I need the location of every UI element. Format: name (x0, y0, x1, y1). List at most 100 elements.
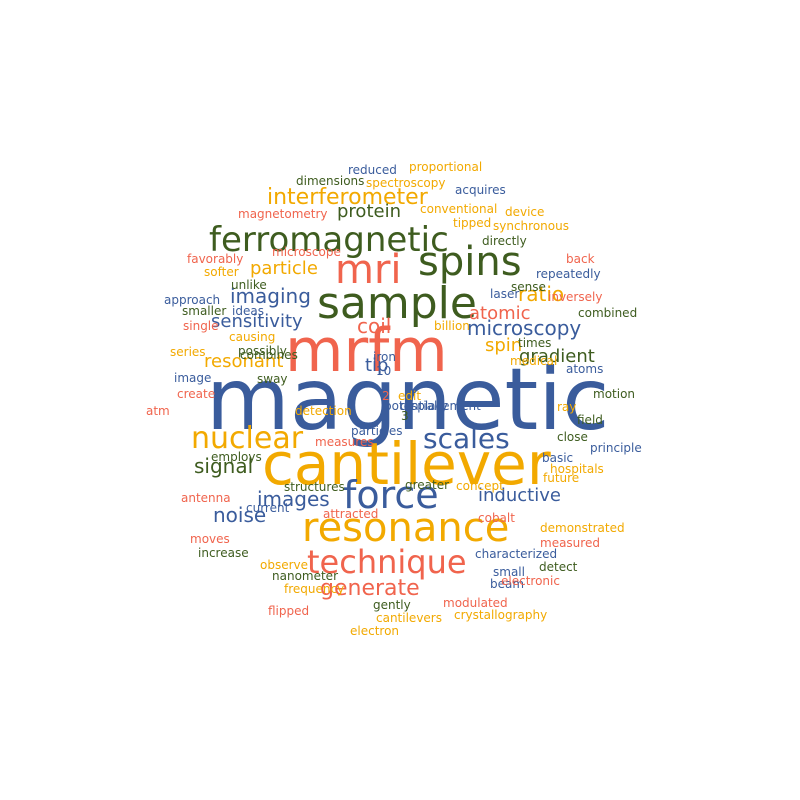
cloud-word: series (170, 345, 206, 359)
cloud-word: inversely (548, 290, 603, 304)
cloud-word: atm (146, 404, 170, 418)
cloud-word: measured (540, 536, 600, 550)
cloud-word: force (343, 473, 439, 517)
cloud-word: basic (542, 451, 574, 465)
cloud-word: detection (295, 404, 352, 418)
cloud-word: synchronous (493, 219, 569, 233)
cloud-word: displacement (400, 399, 481, 413)
cloud-word: particle (250, 258, 318, 279)
cloud-word: signal (194, 454, 254, 478)
cloud-word: detect (539, 560, 578, 574)
cloud-word: approach (164, 293, 221, 307)
cloud-word: nanometer (272, 569, 338, 583)
cloud-word: technique (307, 543, 467, 581)
cloud-word: single (183, 319, 219, 333)
cloud-word: ray (557, 400, 577, 414)
cloud-word: times (518, 336, 552, 350)
cloud-word: microscopy (467, 316, 582, 340)
cloud-word: cantilevers (376, 611, 442, 625)
cloud-word: interferometer (267, 185, 428, 210)
cloud-word: coil (357, 314, 392, 338)
cloud-word: increase (198, 546, 249, 560)
cloud-word: atomic (469, 303, 531, 324)
cloud-word: acquires (455, 183, 506, 197)
cloud-word: proportional (409, 160, 483, 174)
cloud-word: 10 (376, 364, 392, 378)
cloud-word: spectroscopy (366, 176, 446, 190)
cloud-word: gradient (519, 346, 595, 367)
cloud-word: combined (578, 306, 638, 320)
cloud-word: causing (229, 330, 276, 344)
cloud-word: ferromagnetic (209, 220, 449, 260)
cloud-word: demonstrated (540, 521, 625, 535)
cloud-word: particles (351, 424, 403, 438)
cloud-word: nuclear (191, 421, 304, 456)
cloud-word: structures (284, 480, 345, 494)
cloud-word: conventional (420, 202, 498, 216)
cloud-word: tipped (453, 216, 492, 230)
cloud-word: beam (490, 577, 525, 591)
cloud-word: motion (593, 387, 636, 401)
cloud-word: repeatedly (536, 267, 601, 281)
cloud-word: sample (317, 278, 477, 329)
cloud-word: imaging (230, 284, 311, 308)
cloud-word: billion (434, 319, 470, 333)
cloud-word: edit (398, 389, 422, 403)
cloud-word: medical (510, 354, 558, 368)
cloud-word: smaller (182, 304, 227, 318)
cloud-word: greater (405, 478, 450, 492)
cloud-word: measures (315, 435, 374, 449)
cloud-word: ideas (232, 304, 264, 318)
cloud-word: images (257, 487, 330, 511)
cloud-word: sway (257, 372, 288, 386)
cloud-word: back (566, 252, 595, 266)
cloud-word: image (174, 371, 212, 385)
cloud-word: moves (190, 532, 230, 546)
cloud-word: flipped (268, 604, 310, 618)
cloud-word: combines (240, 348, 298, 362)
cloud-word: sensitivity (211, 311, 303, 332)
cloud-word: spins (418, 239, 522, 285)
cloud-word: crystallography (454, 608, 548, 622)
cloud-word: principle (590, 441, 642, 455)
cloud-word: electron (350, 624, 400, 638)
cloud-word: laser (490, 287, 520, 301)
cloud-word: 3 (401, 409, 409, 423)
cloud-word: tip (365, 355, 389, 376)
cloud-word: atoms (566, 362, 604, 376)
cloud-word: potentially (384, 399, 448, 413)
cloud-word: close (557, 430, 588, 444)
cloud-word: possibly (238, 344, 287, 358)
cloud-word: dimensions (296, 174, 365, 188)
cloud-word: reduced (348, 163, 397, 177)
cloud-word: protein (337, 201, 401, 222)
cloud-word: small (493, 565, 525, 579)
cloud-word: iron (373, 350, 396, 364)
cloud-word: current (246, 501, 290, 515)
cloud-word: attracted (323, 507, 379, 521)
cloud-word: inductive (478, 485, 561, 506)
cloud-word: observe (260, 558, 309, 572)
cloud-word: sense (511, 280, 546, 294)
cloud-word: resonant (204, 351, 284, 372)
cloud-word: employs (211, 450, 262, 464)
cloud-word: magnetic (206, 350, 610, 450)
cloud-word: spin (485, 335, 523, 356)
cloud-word: characterized (475, 547, 558, 561)
cloud-word: antenna (181, 491, 231, 505)
cloud-word: device (505, 205, 545, 219)
cloud-word: scales (423, 422, 510, 455)
cloud-word: cobalt (478, 511, 515, 525)
cloud-word: modulated (443, 596, 508, 610)
cloud-word: softer (204, 265, 239, 279)
cloud-word: generate (320, 576, 420, 601)
cloud-word: 2 (382, 389, 390, 403)
cloud-word: directly (482, 234, 527, 248)
cloud-word: electronic (501, 574, 560, 588)
cloud-word: favorably (187, 252, 244, 266)
cloud-word: magnetometry (238, 207, 328, 221)
cloud-word: concept (456, 479, 504, 493)
cloud-word: ratio (518, 282, 565, 306)
cloud-word: create (177, 387, 216, 401)
